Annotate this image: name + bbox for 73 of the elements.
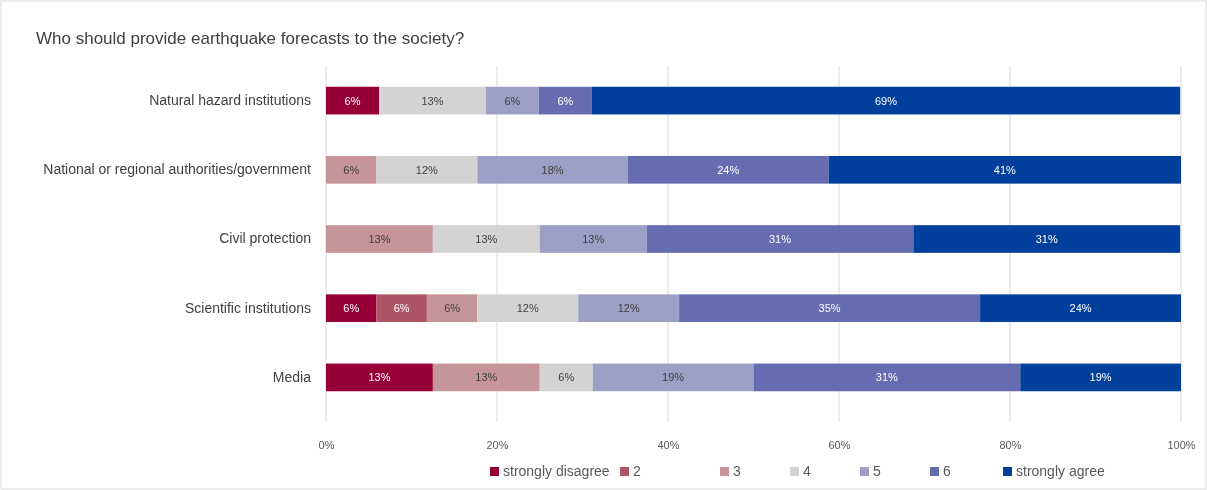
legend-label: 6 <box>943 463 951 479</box>
data-label: 6% <box>393 302 410 315</box>
data-label: 35% <box>818 302 841 315</box>
bar <box>326 155 377 184</box>
legend-label: 5 <box>873 463 881 479</box>
bar <box>376 294 427 323</box>
data-label: 31% <box>1035 233 1058 245</box>
x-tick-label: 0% <box>318 438 335 451</box>
data-label: 12% <box>415 163 439 176</box>
bar <box>679 294 981 323</box>
bar <box>539 225 647 253</box>
data-label: 41% <box>993 163 1017 176</box>
bar <box>539 363 593 392</box>
legend-label: 3 <box>733 463 741 479</box>
bar <box>426 294 478 323</box>
data-label: 6% <box>344 94 361 107</box>
bar <box>379 86 486 115</box>
x-tick-label: 60% <box>828 438 851 451</box>
bar <box>578 294 680 323</box>
data-label: 31% <box>875 371 899 384</box>
bar <box>326 225 433 253</box>
bar <box>753 363 1021 392</box>
bar <box>326 363 433 392</box>
bar <box>913 225 1181 253</box>
data-label: 18% <box>541 163 564 176</box>
bar <box>477 155 628 184</box>
data-label: 31% <box>768 233 792 245</box>
data-label: 13% <box>368 233 391 245</box>
data-label: 6% <box>444 302 461 315</box>
data-label: 24% <box>1069 302 1092 315</box>
data-label: 13% <box>582 233 605 245</box>
x-tick-label: 40% <box>657 438 680 451</box>
data-label: 6% <box>557 94 574 107</box>
bar <box>627 155 829 184</box>
y-tick-label: National or regional authorities/government <box>43 161 312 178</box>
data-label: 12% <box>516 302 539 315</box>
legend-label: 2 <box>633 463 641 479</box>
data-label: 24% <box>717 163 740 176</box>
legend-label: 4 <box>803 463 811 479</box>
data-label: 13% <box>475 371 498 384</box>
x-tick-label: 100% <box>1167 438 1196 451</box>
bar <box>592 363 754 392</box>
data-label: 12% <box>617 302 640 315</box>
bar <box>432 363 540 392</box>
y-tick-label: Civil protection <box>219 230 311 247</box>
x-tick-label: 80% <box>999 438 1022 451</box>
data-label: 69% <box>875 94 898 107</box>
data-label: 6% <box>558 371 575 384</box>
y-tick-label: Natural hazard institutions <box>149 92 311 109</box>
data-label: 6% <box>343 302 360 315</box>
bar <box>376 155 478 184</box>
bar <box>828 155 1181 184</box>
bar <box>646 225 914 253</box>
bar <box>326 86 380 115</box>
legend-label: strongly disagree <box>503 463 610 479</box>
bar <box>326 294 377 323</box>
x-tick-label: 20% <box>486 438 509 451</box>
legend-label: strongly agree <box>1016 463 1105 479</box>
data-label: 13% <box>421 94 444 107</box>
bar <box>1020 363 1181 392</box>
bar <box>591 86 1181 115</box>
data-label: 13% <box>368 371 391 384</box>
bar <box>980 294 1181 323</box>
data-label: 6% <box>504 94 521 107</box>
y-tick-label: Media <box>272 368 312 385</box>
data-label: 19% <box>1089 371 1112 384</box>
y-tick-label: Scientific institutions <box>184 299 311 316</box>
bar <box>485 86 539 115</box>
bar <box>538 86 592 115</box>
chart-title: Who should provide earthquake forecasts to the society? <box>36 29 465 48</box>
data-label: 13% <box>475 233 498 245</box>
data-label: 6% <box>343 163 360 176</box>
data-label: 19% <box>662 371 685 384</box>
